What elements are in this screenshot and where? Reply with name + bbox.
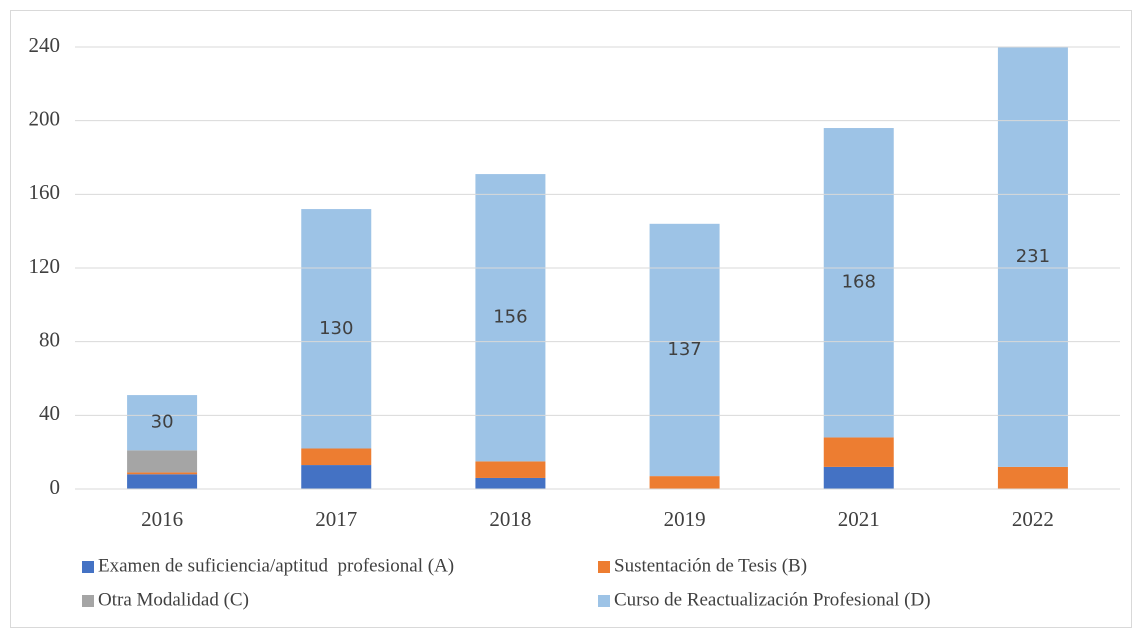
- legend-label: Sustentación de Tesis (B): [614, 555, 807, 576]
- x-tick-label: 2019: [664, 507, 706, 531]
- bar-segment: [823, 437, 894, 467]
- bar-segment: [997, 47, 1068, 467]
- legend-swatch: [82, 595, 94, 607]
- x-tick-label: 2022: [1012, 507, 1054, 531]
- y-tick-label: 0: [50, 475, 61, 499]
- data-label: 231: [1016, 246, 1050, 267]
- bar-segment: [823, 466, 894, 489]
- y-tick-label: 200: [29, 106, 61, 130]
- bar-segment: [301, 448, 372, 466]
- bar-segment: [127, 472, 198, 475]
- legend-swatch: [598, 561, 610, 573]
- bar-segment: [649, 223, 720, 477]
- bar-segment: [823, 128, 894, 438]
- y-tick-label: 80: [39, 327, 60, 351]
- bar-segment: [301, 465, 372, 489]
- bar-segment: [301, 209, 372, 449]
- bar-segment: [475, 461, 546, 478]
- bar-segment: [475, 174, 546, 462]
- bar-segment: [649, 476, 720, 489]
- data-label: 130: [319, 318, 353, 339]
- x-tick-label: 2018: [489, 507, 531, 531]
- legend-swatch: [598, 595, 610, 607]
- legend-label: Examen de suficiencia/aptitud profesiona…: [98, 555, 454, 576]
- legend-label: Curso de Reactualización Profesional (D): [614, 589, 931, 610]
- y-tick-label: 160: [29, 180, 61, 204]
- bar-segment: [475, 477, 546, 489]
- data-label: 156: [493, 307, 527, 328]
- bar-segment: [127, 450, 198, 473]
- data-label: 168: [842, 272, 876, 293]
- legend-label: Otra Modalidad (C): [98, 589, 249, 610]
- y-tick-label: 40: [39, 401, 60, 425]
- data-label: 30: [151, 412, 174, 433]
- legend-swatch: [82, 561, 94, 573]
- bar-segment: [127, 395, 198, 451]
- y-tick-label: 120: [29, 254, 61, 278]
- x-tick-label: 2021: [838, 507, 880, 531]
- chart-border: [10, 10, 1132, 628]
- x-tick-label: 2017: [315, 507, 357, 531]
- plot-area: [127, 47, 1068, 489]
- bar-segment: [127, 474, 198, 489]
- y-tick-label: 240: [29, 33, 61, 57]
- bar-segment: [997, 466, 1068, 489]
- data-label: 137: [667, 339, 701, 360]
- x-tick-label: 2016: [141, 507, 183, 531]
